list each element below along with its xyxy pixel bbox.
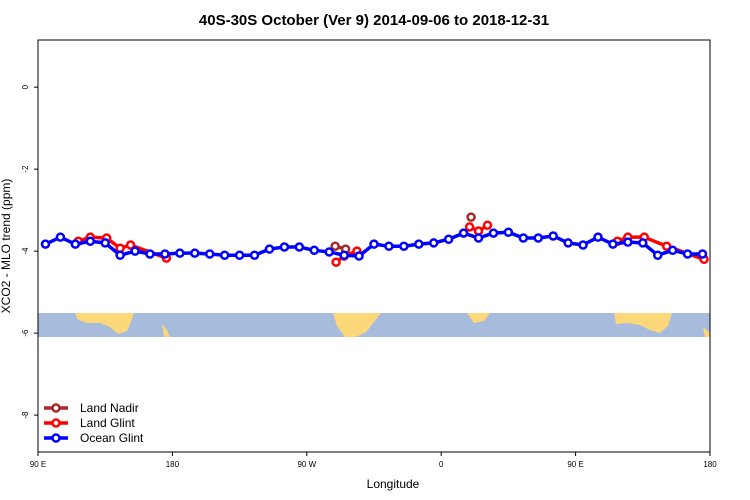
point bbox=[234, 250, 245, 260]
point bbox=[503, 227, 514, 238]
series bbox=[40, 227, 708, 261]
point bbox=[330, 241, 340, 251]
point bbox=[414, 239, 424, 249]
point bbox=[563, 238, 573, 248]
point bbox=[100, 238, 110, 248]
series bbox=[330, 212, 476, 254]
point bbox=[488, 228, 499, 238]
point bbox=[70, 239, 81, 249]
point bbox=[608, 239, 618, 249]
x-tick-label: 90 W bbox=[297, 460, 316, 469]
point bbox=[443, 234, 454, 244]
point bbox=[399, 241, 409, 251]
y-tick-label: -2 bbox=[21, 165, 30, 173]
point bbox=[667, 245, 678, 256]
point bbox=[682, 249, 693, 259]
point bbox=[593, 232, 603, 242]
point bbox=[204, 249, 215, 259]
point bbox=[160, 249, 170, 259]
point bbox=[249, 250, 260, 260]
legend-marker bbox=[51, 418, 61, 428]
point bbox=[548, 231, 558, 241]
point bbox=[533, 233, 544, 243]
point bbox=[652, 250, 663, 260]
point bbox=[190, 248, 200, 258]
point bbox=[264, 244, 275, 254]
legend-label: Ocean Glint bbox=[80, 431, 144, 445]
point bbox=[85, 236, 96, 247]
point bbox=[384, 241, 394, 251]
point bbox=[309, 245, 320, 256]
y-tick-label: 0 bbox=[21, 84, 30, 89]
x-tick-label: 180 bbox=[703, 460, 717, 469]
y-tick-label: -4 bbox=[21, 247, 30, 255]
point bbox=[175, 248, 185, 258]
x-tick-label: 90 E bbox=[567, 460, 583, 469]
map-strip bbox=[38, 313, 710, 337]
point bbox=[458, 228, 469, 238]
x-tick-label: 180 bbox=[166, 460, 180, 469]
point bbox=[623, 237, 633, 247]
legend-marker bbox=[51, 433, 61, 443]
point bbox=[464, 222, 475, 232]
point bbox=[473, 233, 484, 243]
x-tick-label: 0 bbox=[439, 460, 444, 469]
point bbox=[638, 238, 648, 248]
legend-label: Land Nadir bbox=[80, 401, 139, 415]
point bbox=[578, 240, 588, 250]
x-axis-label: Longitude bbox=[367, 477, 420, 491]
point bbox=[331, 257, 341, 267]
point bbox=[354, 251, 364, 261]
point bbox=[130, 246, 140, 256]
y-axis-label: XCO2 - MLO trend (ppm) bbox=[0, 179, 13, 314]
chart-title: 40S-30S October (Ver 9) 2014-09-06 to 20… bbox=[199, 12, 549, 29]
point bbox=[518, 233, 529, 243]
point bbox=[661, 241, 672, 251]
point bbox=[339, 250, 349, 260]
point bbox=[369, 239, 379, 249]
point bbox=[125, 240, 136, 250]
point bbox=[55, 232, 66, 242]
point bbox=[466, 212, 476, 222]
point bbox=[219, 250, 230, 260]
point bbox=[40, 239, 51, 249]
point bbox=[324, 247, 334, 257]
y-tick-label: -8 bbox=[21, 411, 30, 419]
point bbox=[482, 220, 493, 231]
legend-label: Land Glint bbox=[80, 416, 135, 430]
point bbox=[115, 250, 125, 260]
point bbox=[697, 249, 708, 259]
legend-marker bbox=[51, 403, 61, 413]
point bbox=[279, 242, 290, 252]
point bbox=[145, 249, 155, 259]
plot-frame bbox=[37, 39, 711, 453]
x-tick-label: 90 E bbox=[30, 460, 46, 469]
point bbox=[294, 242, 305, 252]
y-tick-label: -6 bbox=[21, 329, 30, 337]
point bbox=[428, 238, 439, 248]
